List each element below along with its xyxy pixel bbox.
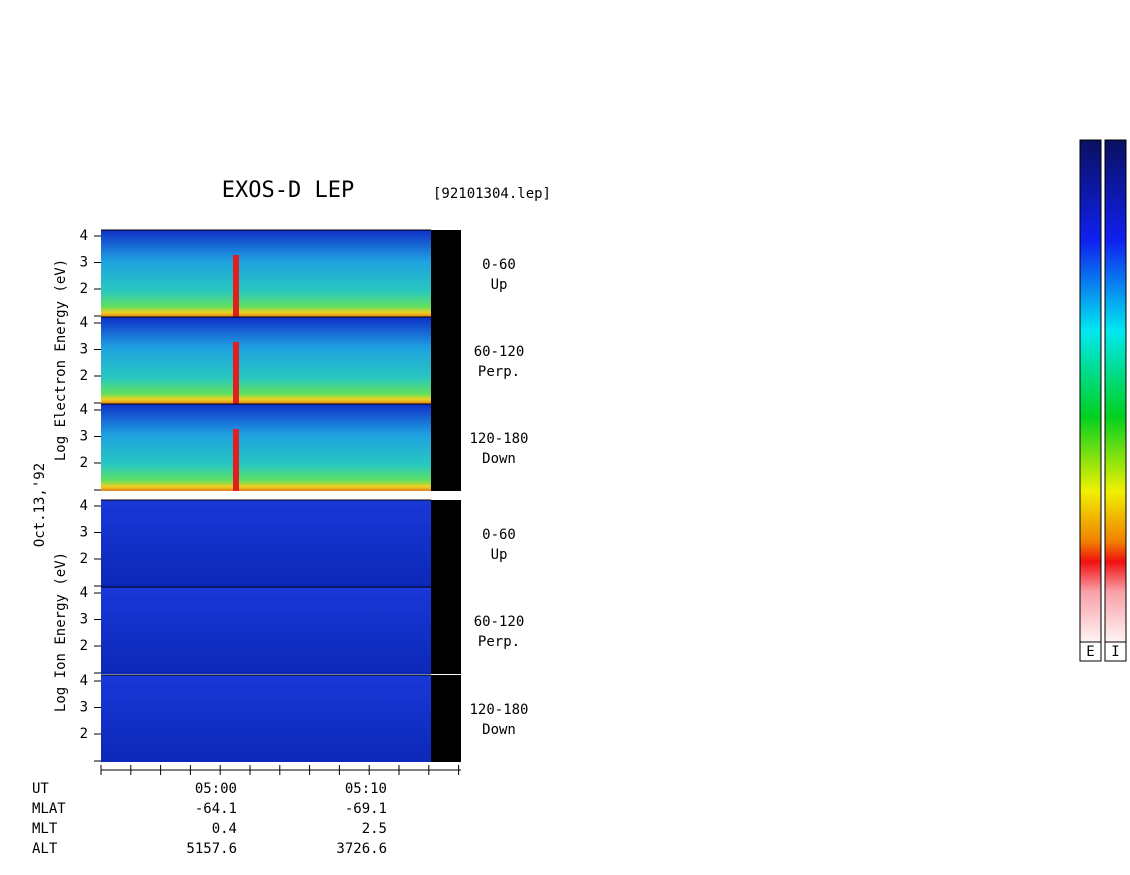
no-data — [431, 230, 461, 317]
colorbar-label: I — [1111, 644, 1119, 660]
tick-label: 3 — [80, 700, 88, 716]
burst — [233, 342, 239, 404]
burst — [233, 255, 239, 317]
tick-label: 4 — [80, 228, 88, 244]
tick-label: 4 — [80, 585, 88, 601]
axis-label: Log Ion Energy (eV) — [53, 552, 69, 712]
no-data — [431, 500, 461, 587]
no-data — [431, 317, 461, 404]
colorbar — [1104, 139, 1127, 643]
panel-direction: Down — [482, 722, 516, 738]
tick-label: 4 — [80, 402, 88, 418]
spectrogram — [101, 675, 431, 762]
burst — [233, 429, 239, 491]
panel-direction: Up — [491, 277, 508, 293]
file-name: [92101304.lep] — [433, 186, 551, 202]
row-label: ALT — [32, 841, 58, 857]
row-value: -64.1 — [195, 801, 237, 817]
spectrogram — [101, 317, 431, 404]
panel-direction: Perp. — [478, 364, 520, 380]
panel-direction: Perp. — [478, 634, 520, 650]
tick-label: 3 — [80, 525, 88, 541]
tick-label: 4 — [80, 673, 88, 689]
tick-label: 2 — [80, 726, 88, 742]
no-data — [431, 675, 461, 762]
row-label: UT — [32, 781, 49, 797]
panel-range: 0-60 — [482, 527, 516, 543]
spectrogram — [101, 230, 431, 317]
panel-direction: Up — [491, 547, 508, 563]
row-value: 5157.6 — [186, 841, 237, 857]
no-data — [431, 404, 461, 491]
panel-range: 60-120 — [474, 614, 525, 630]
colorbar-label-box — [1079, 641, 1102, 662]
row-label: MLAT — [32, 801, 66, 817]
tick-label: 3 — [80, 429, 88, 445]
colorbar-label-box — [1104, 641, 1127, 662]
tick-label: 3 — [80, 342, 88, 358]
tick-label: 4 — [80, 315, 88, 331]
no-data — [431, 587, 461, 674]
tick-label: 2 — [80, 455, 88, 471]
row-value: 2.5 — [362, 821, 387, 837]
panel-range: 60-120 — [474, 344, 525, 360]
tick-label: 2 — [80, 638, 88, 654]
row-value: 0.4 — [212, 821, 237, 837]
axis-label: Log Electron Energy (eV) — [53, 259, 69, 461]
tick-label: 2 — [80, 281, 88, 297]
row-value: 05:10 — [345, 781, 387, 797]
panel-range: 120-180 — [469, 702, 528, 718]
tick-label: 2 — [80, 551, 88, 567]
tick-label: 3 — [80, 255, 88, 271]
colorbar — [1079, 139, 1102, 643]
panel-direction: Down — [482, 451, 516, 467]
row-value: -69.1 — [345, 801, 387, 817]
tick-label: 4 — [80, 498, 88, 514]
colorbar-label: E — [1086, 644, 1094, 660]
panel-range: 0-60 — [482, 257, 516, 273]
tick-label: 3 — [80, 612, 88, 628]
row-value: 05:00 — [195, 781, 237, 797]
tick-label: 2 — [80, 368, 88, 384]
row-label: MLT — [32, 821, 58, 837]
spectrogram — [101, 587, 431, 674]
spectrogram — [101, 500, 431, 587]
row-value: 3726.6 — [336, 841, 387, 857]
plot: EXOS-D LEP [92101304.lep] Oct.13,'92 Log El… — [32, 139, 1127, 857]
date: Oct.13,'92 — [32, 463, 48, 547]
title: EXOS-D LEP — [222, 178, 354, 203]
panel-range: 120-180 — [469, 431, 528, 447]
spectrogram — [101, 404, 431, 491]
